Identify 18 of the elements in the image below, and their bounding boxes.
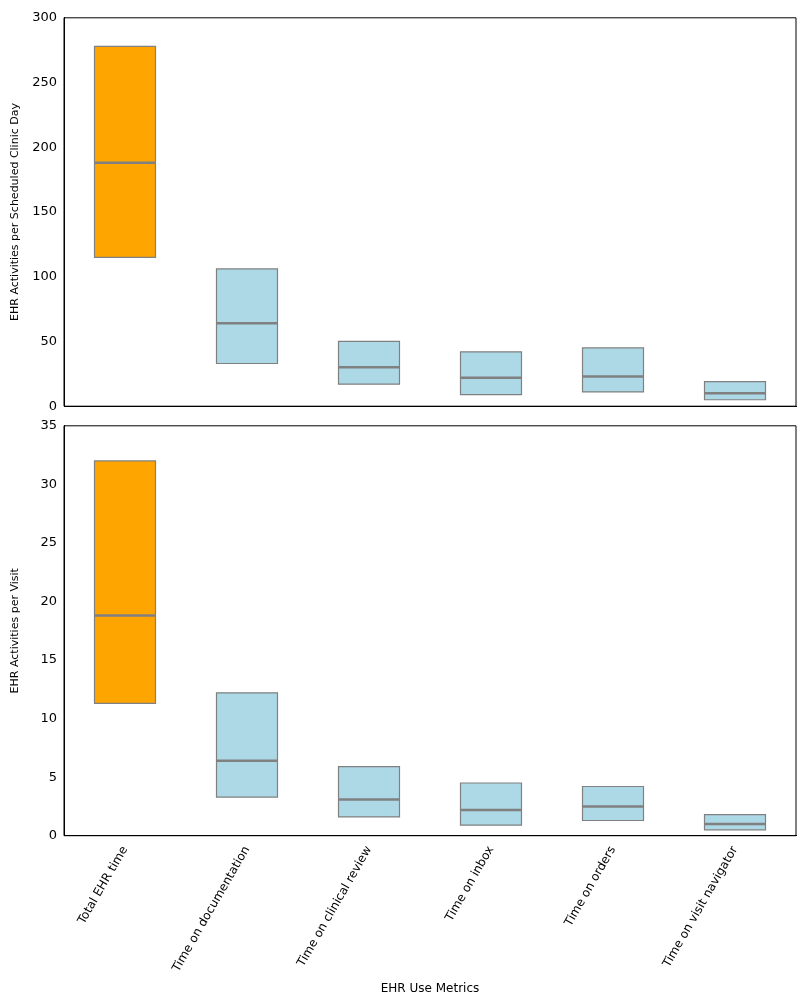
y-tick-label: 250 xyxy=(32,73,57,89)
y-tick-label: 15 xyxy=(40,651,57,667)
y-tick-label: 20 xyxy=(40,592,57,608)
y-tick-label: 150 xyxy=(32,203,57,219)
y-axis-title: EHR Activities per Visit xyxy=(8,567,22,694)
y-tick-label: 50 xyxy=(40,332,57,348)
y-axis-title: EHR Activities per Scheduled Clinic Day xyxy=(8,102,22,321)
y-tick-label: 0 xyxy=(48,827,57,843)
y-tick-label: 25 xyxy=(40,534,57,550)
y-tick-label: 35 xyxy=(40,417,57,433)
y-tick-label: 100 xyxy=(32,268,57,284)
y-tick-label: 30 xyxy=(40,475,57,491)
y-tick-label: 0 xyxy=(48,397,57,413)
y-tick-label: 200 xyxy=(32,138,57,154)
y-tick-label: 10 xyxy=(40,709,57,725)
y-tick-label: 300 xyxy=(32,9,57,25)
x-axis-title: EHR Use Metrics xyxy=(380,980,480,995)
y-tick-label: 5 xyxy=(48,768,57,784)
